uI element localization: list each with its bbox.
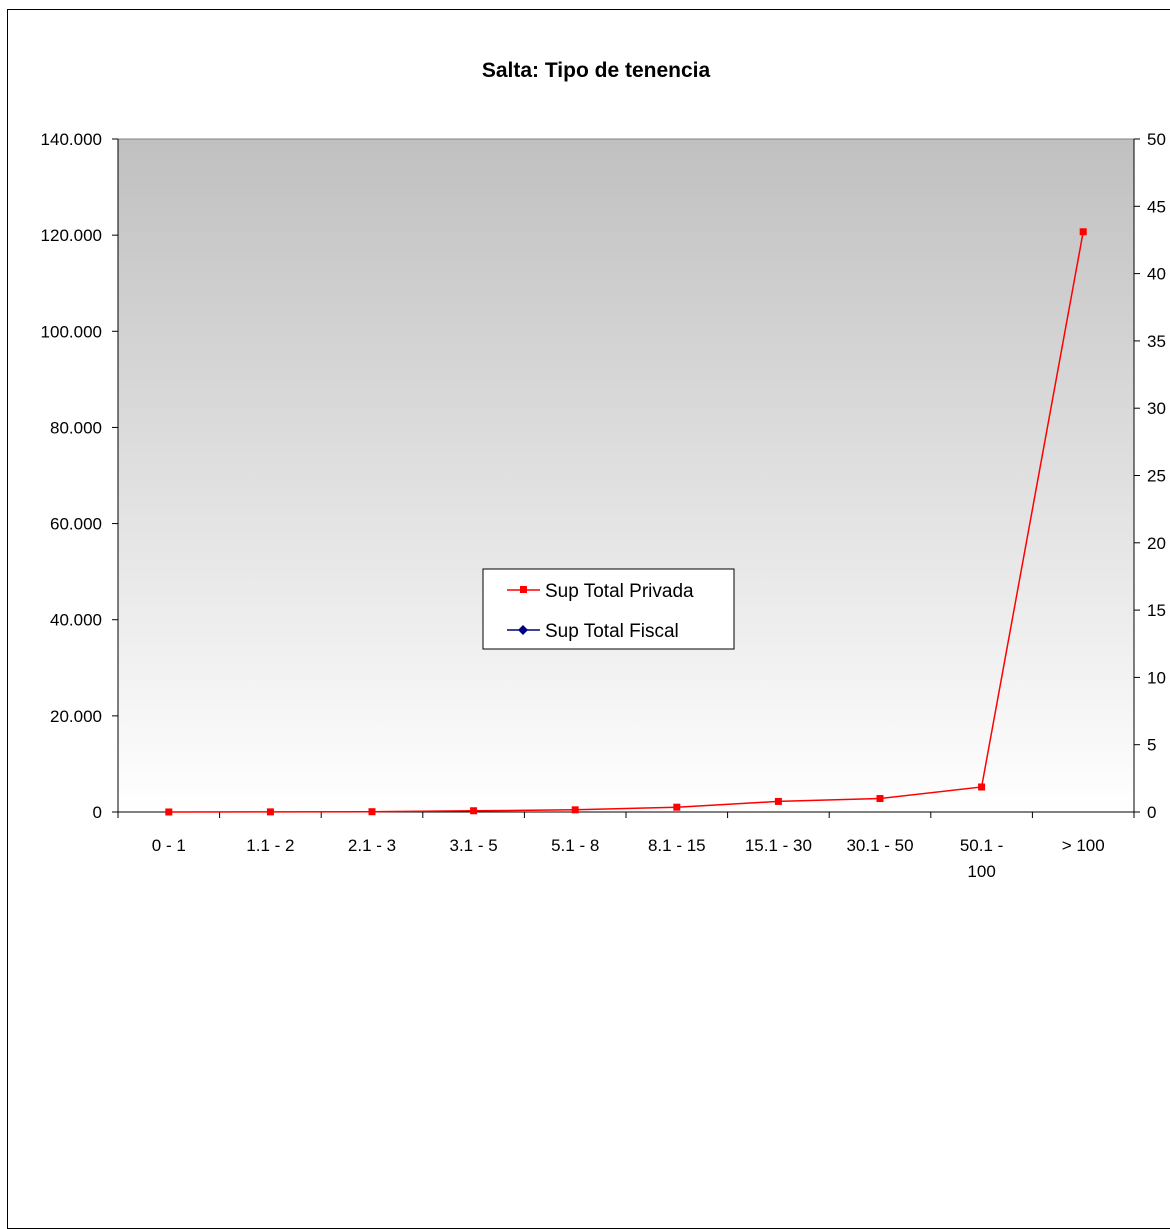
data-point <box>470 807 478 815</box>
y-right-tick-label: 0 <box>1147 803 1156 822</box>
plot-area <box>117 138 1135 813</box>
y-right-tick-label: 45 <box>1147 197 1166 216</box>
legend-label-fiscal: Sup Total Fiscal <box>545 621 679 642</box>
x-tick-label: 100 <box>967 862 995 881</box>
data-point <box>165 808 173 816</box>
data-point <box>571 806 579 814</box>
data-point <box>266 808 274 816</box>
x-tick-label: 50.1 - <box>960 836 1003 855</box>
x-tick-label: > 100 <box>1062 836 1105 855</box>
data-point <box>368 808 376 816</box>
y-left-tick-label: 120.000 <box>41 226 102 245</box>
data-point <box>774 797 782 805</box>
y-left-tick-label: 40.000 <box>50 611 102 630</box>
data-point <box>1079 228 1087 236</box>
series-line-0 <box>168 231 1084 813</box>
data-point <box>673 803 681 811</box>
legend-box <box>482 568 735 650</box>
x-tick-label: 3.1 - 5 <box>449 836 497 855</box>
x-tick-label: 1.1 - 2 <box>246 836 294 855</box>
y-right-tick-label: 10 <box>1147 668 1166 687</box>
y-left-tick-label: 60.000 <box>50 515 102 534</box>
data-point <box>978 783 986 791</box>
legend-label-privada: Sup Total Privada <box>545 581 694 602</box>
x-tick-label: 5.1 - 8 <box>551 836 599 855</box>
y-left-tick-label: 80.000 <box>50 418 102 437</box>
legend-marker-fiscal <box>518 625 528 635</box>
y-left-tick-label: 100.000 <box>41 322 102 341</box>
x-tick-label: 0 - 1 <box>152 836 186 855</box>
y-right-tick-label: 40 <box>1147 265 1166 284</box>
x-tick-label: 2.1 - 3 <box>348 836 396 855</box>
x-tick-label: 15.1 - 30 <box>745 836 812 855</box>
x-tick-label: 8.1 - 15 <box>648 836 706 855</box>
y-right-tick-label: 30 <box>1147 399 1166 418</box>
chart-title: Salta: Tipo de tenencia <box>482 59 711 82</box>
y-right-tick-label: 15 <box>1147 601 1166 620</box>
legend: Sup Total Privada Sup Total Fiscal <box>482 568 735 650</box>
y-left-tick-label: 140.000 <box>41 130 102 149</box>
data-point <box>876 795 884 803</box>
legend-marker-privada <box>520 586 527 593</box>
y-right-tick-label: 5 <box>1147 736 1156 755</box>
y-right-tick-label: 25 <box>1147 467 1166 486</box>
y-right-tick-label: 35 <box>1147 332 1166 351</box>
x-tick-label: 30.1 - 50 <box>846 836 913 855</box>
y-left-tick-label: 0 <box>93 803 102 822</box>
y-right-tick-label: 50 <box>1147 130 1166 149</box>
series-layer <box>165 228 1087 816</box>
axes: 0 20.000 40.000 60.000 80.000 100.000 120.000 1… <box>41 130 1166 881</box>
y-left-tick-label: 20.000 <box>50 707 102 726</box>
y-right-tick-label: 20 <box>1147 534 1166 553</box>
